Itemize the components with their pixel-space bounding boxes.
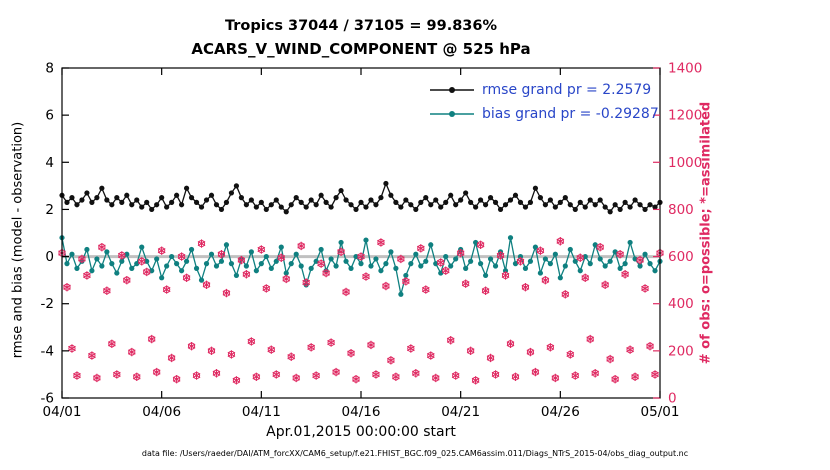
svg-text:8: 8: [45, 61, 54, 77]
right-axis-ticks: 0 200 400 600 800 1000 1200 1400: [653, 61, 702, 407]
svg-text:04/21: 04/21: [441, 404, 480, 420]
svg-text:1400: 1400: [668, 61, 702, 77]
svg-text:2: 2: [45, 202, 54, 218]
x-axis-ticks: 04/01 04/06 04/11 04/16 04/21 04/26 05/01: [43, 68, 680, 420]
svg-text:4: 4: [45, 155, 54, 171]
svg-text:-6: -6: [41, 391, 54, 407]
plot-title-variable: ACARS_V_WIND_COMPONENT @ 525 hPa: [191, 40, 531, 58]
obs-count-markers: [58, 237, 664, 385]
left-axis-ticks: -6 -4 -2 0 2 4 6 8: [41, 61, 69, 407]
svg-text:400: 400: [668, 296, 694, 312]
rmse-series: [59, 180, 663, 215]
svg-text:05/01: 05/01: [641, 404, 680, 420]
left-axis-label: rmse and bias (model - observation): [10, 121, 26, 359]
datafile-caption: data file: /Users/raeder/DAI/ATM_forcXX/…: [141, 449, 689, 458]
legend-label-rmse: rmse grand pr = 2.2579: [482, 82, 652, 98]
plot-title-stats: Tropics 37044 / 37105 = 99.836%: [224, 18, 498, 34]
legend-sample-bias-icon: [430, 111, 474, 117]
svg-text:04/16: 04/16: [342, 404, 381, 420]
svg-text:04/11: 04/11: [242, 404, 281, 420]
svg-text:1000: 1000: [668, 155, 702, 171]
svg-text:600: 600: [668, 249, 694, 265]
right-axis-label: # of obs: o=possible; *=assimilated: [698, 101, 714, 365]
legend-row-bias: bias grand pr = -0.29287: [428, 102, 659, 126]
svg-text:-2: -2: [41, 296, 54, 312]
svg-text:04/06: 04/06: [142, 404, 181, 420]
legend-sample-rmse-icon: [430, 87, 474, 93]
x-axis-label: Apr.01,2015 00:00:00 start: [266, 424, 456, 440]
legend: rmse grand pr = 2.2579 bias grand pr = -…: [428, 78, 659, 126]
svg-text:800: 800: [668, 202, 694, 218]
svg-text:0: 0: [45, 249, 54, 265]
legend-label-bias: bias grand pr = -0.29287: [482, 106, 659, 122]
svg-text:04/01: 04/01: [43, 404, 82, 420]
svg-text:1200: 1200: [668, 108, 702, 124]
svg-text:04/26: 04/26: [541, 404, 580, 420]
bias-series: [59, 235, 663, 297]
svg-text:-4: -4: [41, 343, 54, 359]
svg-text:6: 6: [45, 108, 54, 124]
svg-text:200: 200: [668, 343, 694, 359]
legend-row-rmse: rmse grand pr = 2.2579: [428, 78, 659, 102]
svg-text:0: 0: [668, 391, 677, 407]
